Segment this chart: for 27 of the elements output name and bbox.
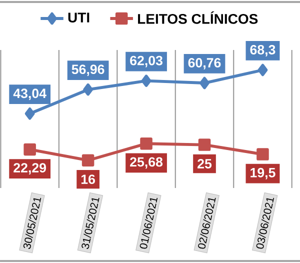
- point: [256, 148, 269, 160]
- data-label: 43,04: [13, 88, 46, 100]
- x-tick-label: 31/05/2021: [82, 198, 100, 249]
- data-label: 62,03: [130, 56, 162, 68]
- data-label: 19,5: [250, 168, 276, 180]
- point: [24, 143, 36, 156]
- point: [198, 138, 211, 151]
- point: [82, 154, 94, 166]
- data-label: 56,96: [72, 64, 104, 76]
- x-tick-label: 30/05/2021: [23, 198, 42, 249]
- data-label: 22,29: [14, 163, 46, 174]
- data-label: 25,68: [130, 157, 163, 169]
- data-label: 68,3: [250, 45, 276, 56]
- x-tick-label: 01/06/2021: [140, 198, 158, 249]
- point: [200, 76, 210, 90]
- legend-label: UTI: [68, 12, 90, 22]
- data-label: 16: [81, 174, 95, 184]
- x-tick-label: 03/06/2021: [256, 198, 274, 249]
- legend-label: LEITOS CLÍNICOS: [138, 11, 258, 24]
- point: [140, 137, 152, 150]
- point: [141, 74, 152, 87]
- x-tick-label: 02/06/2021: [198, 198, 216, 249]
- point: [258, 64, 268, 76]
- point: [83, 83, 94, 96]
- data-label: 25: [198, 159, 212, 168]
- point: [24, 108, 35, 120]
- data-label: 60,76: [188, 58, 221, 70]
